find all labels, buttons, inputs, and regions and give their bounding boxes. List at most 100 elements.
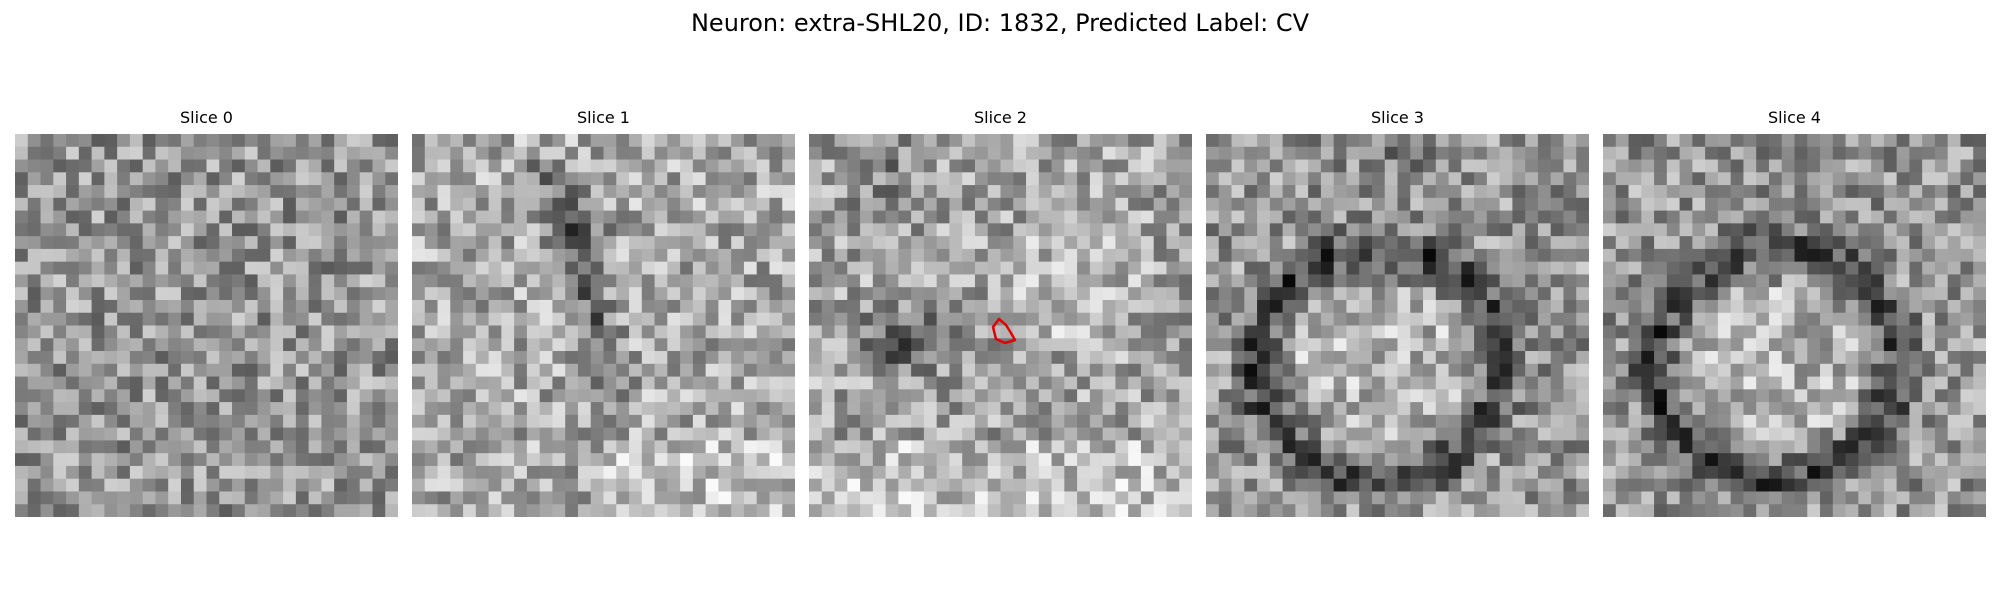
slice-pixel: [1845, 210, 1859, 224]
slice-pixel: [1743, 236, 1757, 250]
slice-pixel: [1384, 363, 1399, 378]
slice-pixel: [1615, 146, 1630, 161]
slice-pixel: [270, 261, 284, 276]
slice-pixel: [667, 146, 681, 161]
slice-pixel: [1128, 478, 1142, 493]
slice-pixel: [1820, 172, 1834, 186]
slice-pixel: [1013, 414, 1027, 429]
slice-pixel: [412, 248, 426, 263]
slice-pixel: [1807, 376, 1821, 390]
slice-pixel: [1308, 453, 1322, 467]
slice-pixel: [1883, 338, 1898, 352]
slice-pixel: [680, 427, 694, 441]
slice-pixel: [206, 287, 220, 301]
slice-pixel: [514, 210, 528, 224]
slice-pixel: [295, 248, 310, 263]
slice-pixel: [129, 402, 144, 416]
slice-pixel: [1858, 159, 1872, 173]
slice-pixel: [1269, 414, 1284, 429]
slice-pixel: [308, 287, 322, 301]
slice-pixel: [1461, 363, 1475, 378]
slice-pixel: [1794, 197, 1808, 212]
slice-pixel: [1615, 389, 1630, 403]
slice-pixel: [1654, 325, 1668, 339]
slice-pixel: [1013, 223, 1027, 237]
slice-pixel: [155, 491, 169, 505]
slice-pixel: [488, 351, 502, 365]
slice-pixel: [244, 172, 259, 186]
slice-pixel: [334, 134, 348, 148]
slice-pixel: [27, 414, 42, 429]
slice-pixel: [1499, 134, 1513, 148]
slice-pixel: [295, 389, 310, 403]
slice-pixel: [1448, 389, 1462, 403]
slice-pixel: [769, 223, 783, 237]
slice-pixel: [1743, 197, 1757, 212]
slice-pixel: [1845, 440, 1859, 454]
slice-pixel: [629, 223, 643, 237]
slice-pixel: [1486, 248, 1501, 263]
slice-pixel: [66, 159, 80, 173]
slice-pixel: [1038, 325, 1053, 339]
slice-pixel: [1051, 159, 1065, 173]
slice-pixel: [782, 248, 795, 263]
slice-pixel: [1410, 197, 1424, 212]
slice-pixel: [385, 312, 398, 327]
slice-pixel: [1679, 402, 1693, 416]
slice-pixel: [1717, 210, 1732, 224]
slice-pixel: [1077, 185, 1091, 199]
slice-pixel: [539, 453, 554, 467]
slice-pixel: [1973, 351, 1986, 365]
slice-pixel: [756, 465, 771, 480]
slice-pixel: [1346, 351, 1360, 365]
slice-pixel: [129, 389, 144, 403]
slice-pixel: [104, 491, 118, 505]
slice-pixel: [1499, 453, 1513, 467]
slice-pixel: [155, 287, 169, 301]
slice-pixel: [1282, 223, 1296, 237]
slice-pixel: [1410, 210, 1424, 224]
slice-pixel: [743, 440, 758, 454]
slice-pixel: [1000, 440, 1014, 454]
slice-pixel: [1077, 236, 1091, 250]
slice-pixel: [1603, 172, 1617, 186]
slice-pixel: [1550, 197, 1565, 212]
slice-pixel: [1628, 172, 1642, 186]
slice-pixel: [769, 146, 783, 161]
slice-pixel: [769, 414, 783, 429]
slice-pixel: [667, 376, 681, 390]
slice-pixel: [475, 478, 490, 493]
slice-pixel: [91, 236, 105, 250]
slice-pixel: [232, 351, 246, 365]
slice-pixel: [1794, 159, 1808, 173]
slice-pixel: [1768, 261, 1783, 276]
slice-pixel: [1384, 389, 1399, 403]
slice-pixel: [129, 312, 144, 327]
slice-pixel: [1883, 223, 1898, 237]
slice-pixel: [1102, 478, 1116, 493]
slice-pixel: [769, 287, 783, 301]
slice-pixel: [692, 478, 707, 493]
slice-pixel: [641, 159, 656, 173]
slice-pixel: [1257, 351, 1271, 365]
slice-pixel: [1153, 351, 1168, 365]
slice-pixel: [1794, 274, 1808, 288]
slice-pixel: [680, 338, 694, 352]
slice-pixel: [539, 185, 554, 199]
slice-pixel: [1550, 236, 1565, 250]
slice-pixel: [718, 210, 732, 224]
slice-pixel: [488, 491, 502, 505]
slice-pixel: [412, 299, 426, 314]
slice-pixel: [412, 440, 426, 454]
slice-pixel: [539, 376, 554, 390]
slice-pixel: [1140, 299, 1155, 314]
slice-pixel: [539, 197, 554, 212]
slice-pixel: [219, 338, 233, 352]
slice-pixel: [1397, 325, 1411, 339]
slice-pixel: [603, 338, 617, 352]
slice-pixel: [987, 414, 1002, 429]
slice-pixel: [1371, 453, 1386, 467]
slice-pixel: [962, 465, 976, 480]
slice-pixel: [1269, 299, 1284, 314]
slice-pixel: [514, 338, 528, 352]
